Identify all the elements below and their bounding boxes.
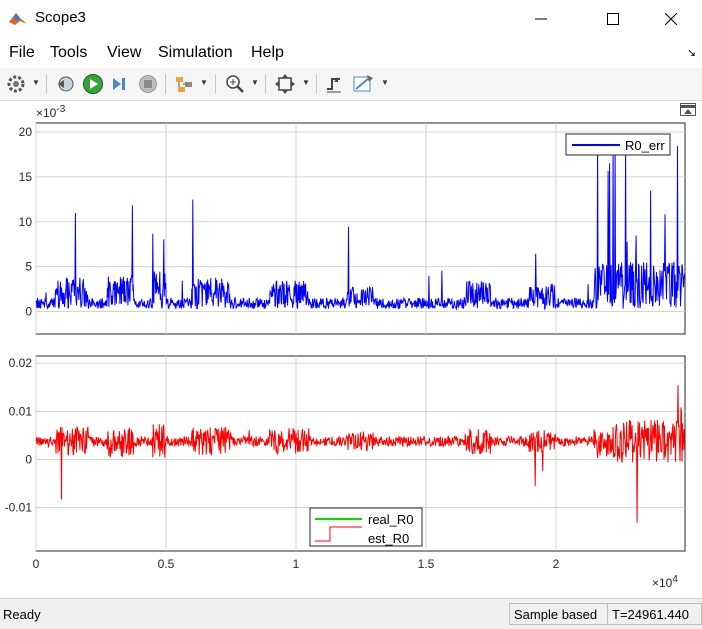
minimize-icon [535,18,547,20]
y-tick-label: -0.01 [5,501,33,515]
separator [316,74,317,94]
maximize-button[interactable] [590,0,636,38]
axes-r0[interactable]: 0.02 0.01 0 -0.01 0 0.5 1 1.5 2 ×104 real_R0 es… [5,355,686,590]
autoscale-button[interactable] [275,72,295,96]
undock-button[interactable] [680,103,696,116]
run-icon [83,74,103,94]
window-title: Scope3 [35,9,86,26]
autoscale-icon [275,74,295,94]
step-back-icon [58,76,74,92]
toolbar: ▼ ▼ ▼ ▼ ▼ [0,68,702,101]
layout-button[interactable] [174,72,194,96]
menu-help[interactable]: Help [251,44,284,61]
separator [165,74,166,94]
status-sim-time: T=24961.440 [607,603,702,625]
y-tick-label: 0 [25,305,32,319]
y-tick-label: 10 [19,215,33,229]
menu-simulation[interactable]: Simulation [158,44,233,61]
settings-icon [7,75,25,93]
separator [265,74,266,94]
status-ready: Ready [3,607,41,622]
step-forward-button[interactable] [110,72,130,96]
x-exponent-label: ×104 [652,574,678,590]
menu-file[interactable]: File [9,44,35,61]
series-est-r0-line [35,385,686,523]
measurements-dropdown-icon[interactable]: ▼ [381,78,389,87]
y-tick-label: 0.01 [9,404,33,418]
y-exponent-label: ×10-3 [36,104,66,120]
zoom-in-icon [226,75,244,93]
legend-bottom: real_R0 est_R0 [309,507,423,547]
status-bar: Ready Sample based T=24961.440 [0,598,702,629]
separator [215,74,216,94]
matlab-logo-icon [9,13,27,25]
close-button[interactable] [648,0,694,38]
status-sample-mode: Sample based [509,603,608,625]
x-tick-label: 0 [33,557,40,571]
zoom-button[interactable] [225,72,245,96]
x-tick-label: 2 [553,557,560,571]
x-tick-label: 1 [293,557,300,571]
legend-label-est-r0: est_R0 [368,531,409,546]
close-icon [665,13,677,25]
triggers-icon [327,77,341,93]
minimize-button[interactable] [518,0,564,38]
dock-arrow-icon[interactable]: ↘ [686,47,696,59]
layout-icon [176,77,192,92]
maximize-icon [607,13,619,25]
measurements-button[interactable] [352,72,374,96]
stop-button[interactable] [138,72,158,96]
stop-icon [139,75,157,93]
y-tick-label: 0 [25,453,32,467]
y-tick-label: 20 [19,125,33,139]
measurements-icon [353,75,373,92]
step-back-button[interactable] [55,72,75,96]
x-tick-labels: 0 0.5 1 1.5 2 [33,557,560,571]
settings-dropdown-icon[interactable]: ▼ [32,78,40,87]
series-r0-err-line [35,145,685,311]
title-bar: Scope3 [0,0,702,38]
separator [46,74,47,94]
y-tick-label: 15 [19,170,33,184]
y-tick-labels: 0.02 0.01 0 -0.01 [5,356,33,514]
menu-bar: File Tools View Simulation Help ↘ [0,38,702,68]
menu-tools[interactable]: Tools [50,44,88,61]
scope-plot-area: 0 5 10 15 20 ×10-3 R0_err 0.02 0.01 0 -0.01 0 0.… [0,101,702,598]
y-tick-label: 5 [25,260,32,274]
legend-label-r0-err: R0_err [625,138,665,153]
menu-view[interactable]: View [107,44,142,61]
y-tick-labels: 0 5 10 15 20 [19,125,33,319]
autoscale-dropdown-icon[interactable]: ▼ [302,78,310,87]
x-tick-label: 1.5 [418,557,435,571]
triggers-button[interactable] [324,72,344,96]
grid-lines [35,123,685,334]
legend-line-est-r0 [315,526,362,542]
layout-dropdown-icon[interactable]: ▼ [200,78,208,87]
legend-label-real-r0: real_R0 [368,512,414,527]
axes-r0-err[interactable]: 0 5 10 15 20 ×10-3 R0_err [19,104,686,335]
legend-box [309,507,423,547]
x-tick-label: 0.5 [158,557,175,571]
legend-top: R0_err [565,133,671,156]
settings-button[interactable] [6,72,26,96]
y-tick-label: 0.02 [9,356,33,370]
run-button[interactable] [82,72,104,96]
undock-icon [681,105,695,114]
step-forward-icon [113,78,125,90]
zoom-dropdown-icon[interactable]: ▼ [251,78,259,87]
